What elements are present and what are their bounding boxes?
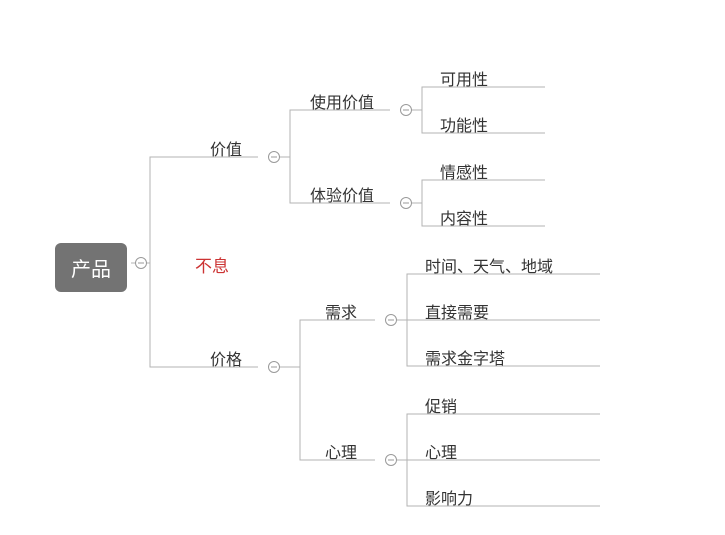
leaf-label: 影响力 <box>425 491 473 508</box>
leaf-time-weather-region[interactable]: 时间、天气、地域 <box>425 253 553 277</box>
collapse-icon[interactable] <box>385 454 397 466</box>
leaf-functionality[interactable]: 功能性 <box>440 112 488 136</box>
collapse-icon[interactable] <box>385 314 397 326</box>
leaf-label: 内容性 <box>440 211 488 228</box>
floating-note: 不息 <box>195 252 229 277</box>
leaf-influence[interactable]: 影响力 <box>425 485 473 509</box>
node-use-value-label: 使用价值 <box>310 95 374 112</box>
node-value-label: 价值 <box>210 142 242 159</box>
leaf-psych[interactable]: 心理 <box>425 439 457 463</box>
floating-note-label: 不息 <box>195 257 229 276</box>
node-value[interactable]: 价值 <box>210 136 242 160</box>
node-demand[interactable]: 需求 <box>325 299 357 323</box>
node-demand-label: 需求 <box>325 305 357 322</box>
node-price[interactable]: 价格 <box>210 346 242 370</box>
leaf-label: 情感性 <box>440 165 488 182</box>
leaf-content[interactable]: 内容性 <box>440 205 488 229</box>
leaf-label: 直接需要 <box>425 305 489 322</box>
leaf-promotion[interactable]: 促销 <box>425 393 457 417</box>
collapse-icon[interactable] <box>400 197 412 209</box>
node-psychology[interactable]: 心理 <box>325 439 357 463</box>
leaf-label: 功能性 <box>440 118 488 135</box>
leaf-emotion[interactable]: 情感性 <box>440 159 488 183</box>
leaf-label: 时间、天气、地域 <box>425 259 553 276</box>
node-price-label: 价格 <box>210 352 242 369</box>
collapse-icon[interactable] <box>268 361 280 373</box>
root-node[interactable]: 产品 <box>55 243 127 292</box>
node-exp-value-label: 体验价值 <box>310 188 374 205</box>
leaf-direct-need[interactable]: 直接需要 <box>425 299 489 323</box>
leaf-usability[interactable]: 可用性 <box>440 66 488 90</box>
collapse-icon[interactable] <box>135 257 147 269</box>
collapse-icon[interactable] <box>268 151 280 163</box>
root-label: 产品 <box>71 259 111 281</box>
node-use-value[interactable]: 使用价值 <box>310 89 374 113</box>
leaf-label: 需求金字塔 <box>425 351 505 368</box>
collapse-icon[interactable] <box>400 104 412 116</box>
leaf-label: 促销 <box>425 399 457 416</box>
leaf-label: 心理 <box>425 445 457 462</box>
leaf-pyramid[interactable]: 需求金字塔 <box>425 345 505 369</box>
node-exp-value[interactable]: 体验价值 <box>310 182 374 206</box>
leaf-label: 可用性 <box>440 72 488 89</box>
node-psychology-label: 心理 <box>325 445 357 462</box>
